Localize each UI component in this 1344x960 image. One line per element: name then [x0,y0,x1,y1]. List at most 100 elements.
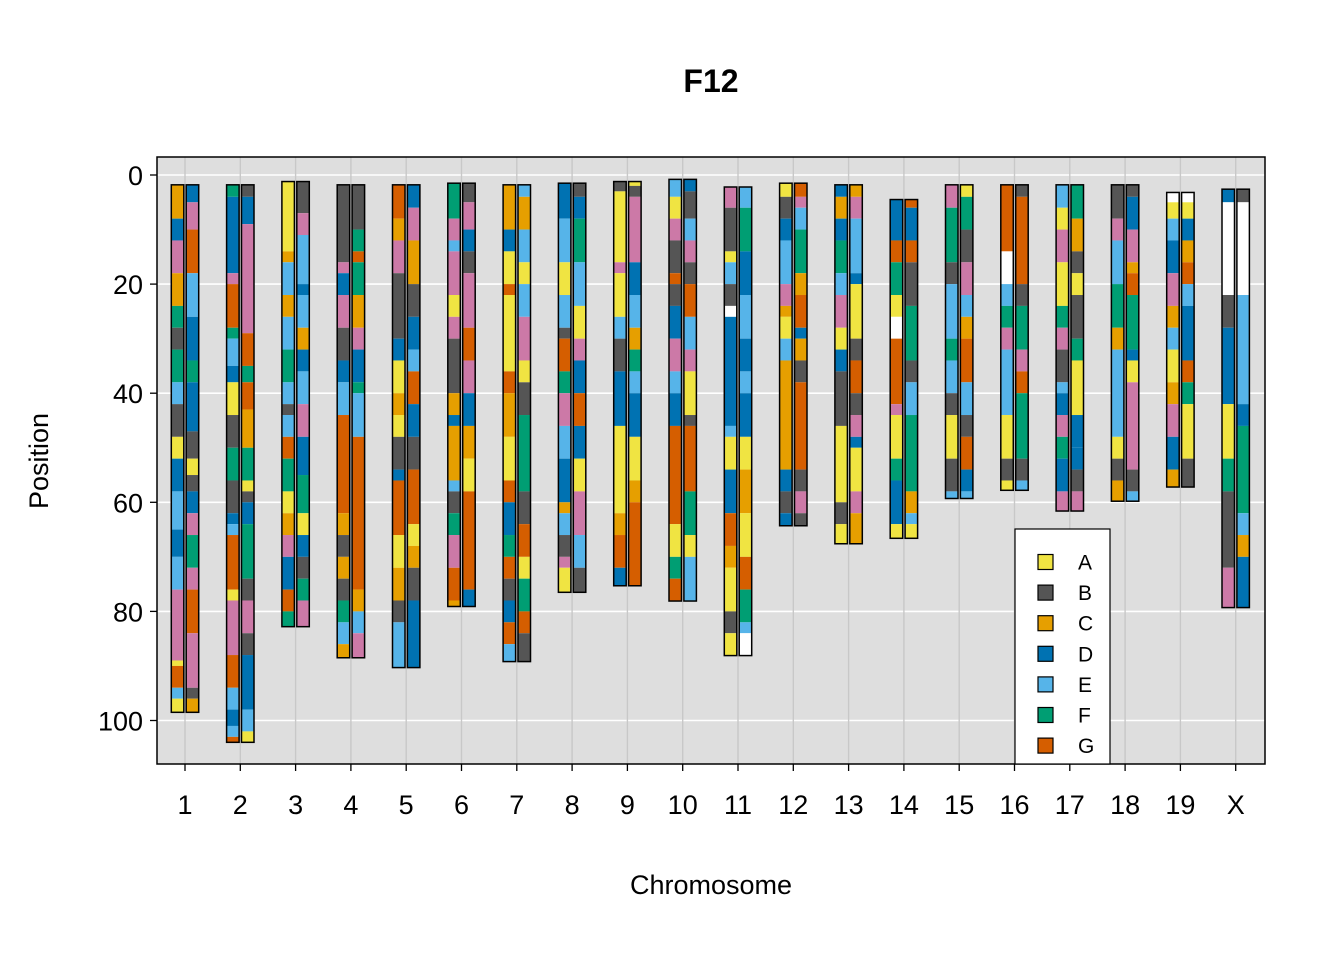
haplotype-segment-E [392,622,405,668]
haplotype-segment-E [960,382,973,416]
legend-box [1014,528,1111,765]
haplotype-segment-F [573,218,586,263]
haplotype-segment-F [1126,295,1139,350]
haplotype-segment-B [337,327,350,361]
haplotype-segment-F [739,207,752,252]
chromosome-bar-outline [627,180,642,587]
haplotype-segment-G [407,469,420,525]
haplotype-segment-E [960,295,973,317]
chromosome-bar-outline [240,184,255,744]
haplotype-segment-F [1056,436,1069,459]
haplotype-segment-A [407,524,420,546]
haplotype-segment-F [1056,305,1069,328]
haplotype-segment-H [613,262,627,274]
haplotype-segment-B [1015,284,1029,306]
haplotype-segment-H [960,262,973,296]
haplotype-segment-D [739,338,752,372]
haplotype-segment-E [241,709,254,732]
chromosome-bar-outline [668,178,683,602]
haplotype-segment-E [628,371,642,394]
haplotype-segment-F [226,184,240,197]
haplotype-segment-E [1000,284,1014,306]
haplotype-segment-W [1166,192,1180,203]
haplotype-segment-C [905,491,918,514]
haplotype-segment-E [337,382,350,416]
haplotype-segment-H [558,393,571,426]
haplotype-segment-C [171,273,184,306]
haplotype-segment-G [683,284,697,317]
haplotype-segment-B [186,431,199,459]
chromosome-bar-outline [1000,184,1015,492]
haplotype-segment-A [834,425,848,503]
haplotype-segment-G [1181,262,1195,285]
legend-label-A: A [1078,552,1092,575]
haplotype-segment-F [503,535,516,557]
haplotype-segment-H [337,262,350,274]
haplotype-segment-D [392,338,405,361]
x-tick-label: 4 [343,790,358,820]
chart-title: F12 [683,63,738,99]
chromosome-X [1221,188,1251,609]
haplotype-segment-D [890,199,903,241]
haplotype-segment-A [462,458,476,492]
haplotype-segment-H [337,295,350,328]
haplotype-segment-E [518,229,531,263]
haplotype-segment-B [1071,295,1084,339]
haplotype-segment-F [352,382,365,394]
haplotype-segment-E [779,240,793,285]
haplotype-segment-B [1126,184,1139,197]
haplotype-segment-G [683,425,697,492]
haplotype-segment-H [407,207,420,241]
haplotype-segment-B [1015,458,1029,481]
haplotype-segment-E [352,393,365,437]
haplotype-segment-E [1181,284,1195,306]
haplotype-segment-G [1000,184,1014,252]
chromosome-bar-outline [557,182,572,594]
x-tick-label: 18 [1110,790,1140,820]
haplotype-segment-A [724,251,737,263]
chromosome-4 [336,184,366,659]
haplotype-segment-B [573,183,586,197]
haplotype-segment-F [226,327,240,339]
haplotype-segment-D [462,229,476,252]
haplotype-segment-A [1000,480,1014,491]
haplotype-segment-B [779,491,793,514]
haplotype-segment-D [960,469,973,492]
haplotype-segment-C [724,545,737,568]
haplotype-segment-B [669,240,682,274]
x-axis-ticks: 1 2 3 4 5 6 7 8 9 10 11 12 13 14 15 16 17 18 19 X [177,764,1245,820]
haplotype-segment-D [296,436,310,476]
haplotype-segment-C [849,184,863,197]
haplotype-segment-A [683,371,697,416]
haplotype-segment-F [186,360,199,383]
haplotype-segment-B [724,284,737,306]
haplotype-segment-A [628,436,642,481]
haplotype-segment-D [724,469,737,514]
chromosome-10 [668,178,698,602]
haplotype-segment-D [834,218,848,241]
haplotype-segment-G [724,513,737,546]
haplotype-segment-B [518,491,531,525]
haplotype-segment-B [1015,184,1029,197]
haplotype-segment-B [337,578,350,601]
haplotype-segment-D [724,316,737,426]
haplotype-segment-B [945,393,958,416]
haplotype-segment-F [1071,338,1084,361]
haplotype-segment-E [1056,184,1069,208]
legend-swatch-E [1037,676,1054,693]
haplotype-segment-F [337,600,350,623]
chromosome-19 [1165,191,1195,488]
haplotype-segment-F [281,349,295,383]
haplotype-segment-H [628,196,642,263]
haplotype-segment-G [352,436,365,590]
haplotype-segment-C [1181,240,1195,263]
x-tick-label: X [1227,790,1245,820]
haplotype-segment-E [1166,218,1180,241]
haplotype-segment-B [945,262,958,285]
x-tick-label: 17 [1055,790,1085,820]
haplotype-segment-F [296,475,310,514]
haplotype-segment-A [281,181,295,252]
haplotype-segment-D [447,415,461,426]
legend-label-F: F [1078,705,1091,728]
haplotype-segment-C [1166,382,1180,405]
